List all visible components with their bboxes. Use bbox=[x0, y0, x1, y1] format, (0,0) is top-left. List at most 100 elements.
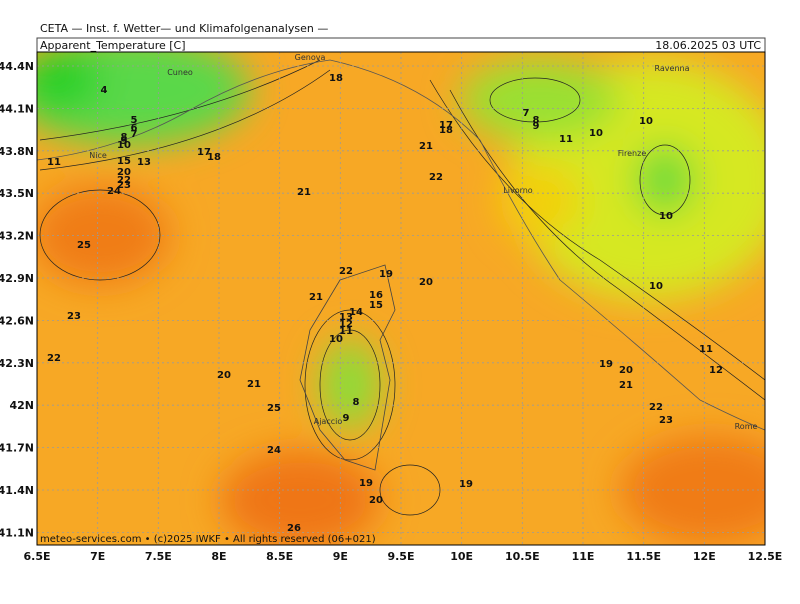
contour-label: 11 bbox=[699, 344, 713, 355]
contour-label: 13 bbox=[339, 312, 353, 323]
contour-label: 10 bbox=[649, 281, 663, 292]
map-frame bbox=[36, 51, 766, 546]
contour-label: 19 bbox=[359, 478, 373, 489]
contour-label: 19 bbox=[379, 269, 393, 280]
contour-label: 15 bbox=[369, 300, 383, 311]
contour-label: 4 bbox=[101, 85, 108, 96]
contour-label: 20 bbox=[619, 365, 633, 376]
contour-label: 8 bbox=[353, 397, 360, 408]
lat-tick-label: 43.8N bbox=[0, 145, 34, 158]
contour-label: 22 bbox=[429, 172, 443, 183]
place-name: Livorno bbox=[503, 186, 533, 195]
contour-label: 13 bbox=[137, 157, 151, 168]
contour-label: 20 bbox=[419, 277, 433, 288]
lon-tick-label: 12.5E bbox=[748, 550, 783, 563]
contour-label: 22 bbox=[649, 402, 663, 413]
contour-label: 18 bbox=[207, 152, 221, 163]
contour-label: 9 bbox=[121, 136, 128, 147]
lat-tick-label: 42N bbox=[9, 399, 34, 412]
lat-tick-label: 42.9N bbox=[0, 272, 34, 285]
contour-label: 5 bbox=[131, 115, 138, 126]
variable-label: Apparent_Temperature [C] bbox=[40, 39, 186, 52]
lat-tick-label: 41.7N bbox=[0, 442, 34, 455]
contour-label: 19 bbox=[459, 479, 473, 490]
lon-tick-label: 11E bbox=[572, 550, 595, 563]
contour-label: 21 bbox=[419, 141, 433, 152]
contour-label: 10 bbox=[329, 334, 343, 345]
lon-tick-label: 10.5E bbox=[505, 550, 540, 563]
lon-tick-label: 7.5E bbox=[145, 550, 172, 563]
lon-tick-label: 10E bbox=[450, 550, 473, 563]
contour-label: 10 bbox=[589, 128, 603, 139]
lat-tick-label: 41.1N bbox=[0, 526, 34, 539]
contour-label: 9 bbox=[343, 413, 350, 424]
lat-tick-label: 42.6N bbox=[0, 314, 34, 327]
contour-label: 25 bbox=[77, 240, 91, 251]
contour-label: 18 bbox=[329, 73, 343, 84]
contour-label: 22 bbox=[339, 266, 353, 277]
place-name: Nice bbox=[89, 151, 107, 160]
lat-tick-label: 43.2N bbox=[0, 230, 34, 243]
contour-label: 7 bbox=[131, 129, 138, 140]
contour-label: 26 bbox=[287, 523, 301, 534]
contour-label: 10 bbox=[639, 116, 653, 127]
contour-label: 8 bbox=[533, 115, 540, 126]
place-name: Firenze bbox=[618, 149, 647, 158]
contour-label: 20 bbox=[369, 495, 383, 506]
contour-label: 14 bbox=[349, 307, 363, 318]
contour-label: 9 bbox=[533, 121, 540, 132]
contour-label: 10 bbox=[117, 140, 131, 151]
contour-label: 7 bbox=[523, 108, 530, 119]
lon-tick-label: 9E bbox=[333, 550, 348, 563]
contour-label: 24 bbox=[267, 445, 281, 456]
contour-label: 23 bbox=[117, 180, 131, 191]
contour-label: 15 bbox=[117, 156, 131, 167]
contour-label: 10 bbox=[659, 211, 673, 222]
footer: meteo-services.com • (c)2025 IWKF • All … bbox=[40, 534, 376, 545]
contour-label: 23 bbox=[659, 415, 673, 426]
contour-label: 19 bbox=[599, 359, 613, 370]
lat-tick-label: 43.5N bbox=[0, 187, 34, 200]
contour-label: 21 bbox=[619, 380, 633, 391]
field bbox=[37, 52, 765, 545]
lon-tick-label: 11.5E bbox=[626, 550, 661, 563]
contour-label: 11 bbox=[339, 326, 353, 337]
lon-tick-label: 6.5E bbox=[23, 550, 50, 563]
contour-label: 22 bbox=[117, 175, 131, 186]
contour-label: 21 bbox=[247, 379, 261, 390]
place-name: Ajaccio bbox=[314, 417, 343, 426]
contour-label: 16 bbox=[369, 290, 383, 301]
lon-tick-label: 12E bbox=[693, 550, 716, 563]
contour-label: 20 bbox=[217, 370, 231, 381]
place-name: Genova bbox=[295, 53, 326, 62]
lat-tick-label: 44.4N bbox=[0, 60, 34, 73]
contour-label: 12 bbox=[709, 365, 723, 376]
lon-tick-label: 7E bbox=[90, 550, 105, 563]
contour-label: 8 bbox=[121, 132, 128, 143]
contour-label: 11 bbox=[559, 134, 573, 145]
lat-tick-label: 41.4N bbox=[0, 484, 34, 497]
lat-tick-label: 44.1N bbox=[0, 102, 34, 115]
contour-label: 25 bbox=[267, 403, 281, 414]
lon-tick-label: 8.5E bbox=[266, 550, 293, 563]
contour-label: 18 bbox=[439, 125, 453, 136]
contour-label: 21 bbox=[297, 187, 311, 198]
place-name: Rome bbox=[735, 422, 758, 431]
lon-tick-label: 9.5E bbox=[387, 550, 414, 563]
contour-label: 22 bbox=[47, 353, 61, 364]
contour-label: 6 bbox=[131, 123, 138, 134]
header-title: CETA — Inst. f. Wetter— und Klimafolgena… bbox=[40, 22, 328, 35]
contour-label: 21 bbox=[309, 292, 323, 303]
contour-label: 17 bbox=[197, 147, 211, 158]
lat-tick-label: 42.3N bbox=[0, 357, 34, 370]
valid-time: 18.06.2025 03 UTC bbox=[655, 39, 761, 52]
contour-label: 23 bbox=[67, 311, 81, 322]
contour-label: 12 bbox=[339, 319, 353, 330]
contour-label: 17 bbox=[439, 120, 453, 131]
place-name: Cuneo bbox=[167, 68, 193, 77]
lon-tick-label: 8E bbox=[211, 550, 226, 563]
place-name: Ravenna bbox=[655, 64, 690, 73]
contour-label: 20 bbox=[117, 167, 131, 178]
contour-label: 24 bbox=[107, 186, 121, 197]
